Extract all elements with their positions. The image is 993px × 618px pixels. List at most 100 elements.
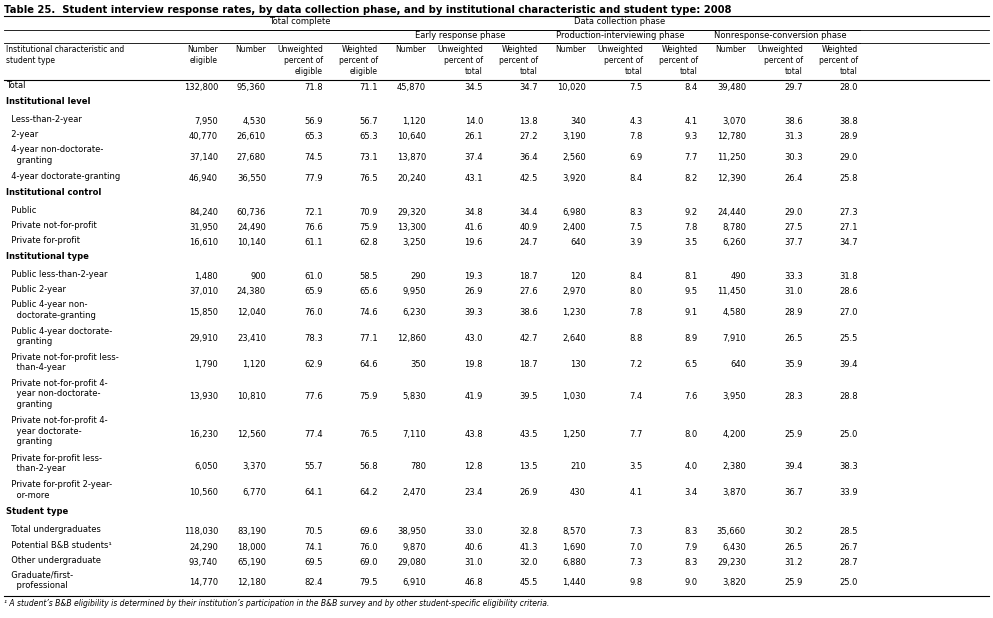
- Text: 43.1: 43.1: [465, 174, 483, 183]
- Text: 55.7: 55.7: [305, 462, 323, 470]
- Text: 27.2: 27.2: [519, 132, 538, 142]
- Text: 38,950: 38,950: [397, 528, 426, 536]
- Text: 38.8: 38.8: [839, 117, 858, 126]
- Text: 18.7: 18.7: [519, 360, 538, 370]
- Text: 29,230: 29,230: [717, 557, 746, 567]
- Text: 1,030: 1,030: [562, 392, 586, 401]
- Text: 32.8: 32.8: [519, 528, 538, 536]
- Text: 26.4: 26.4: [784, 174, 803, 183]
- Text: Production-interviewing phase: Production-interviewing phase: [556, 31, 684, 40]
- Text: 12,180: 12,180: [237, 578, 266, 587]
- Text: 130: 130: [570, 360, 586, 370]
- Text: 39.4: 39.4: [839, 360, 858, 370]
- Text: 35,660: 35,660: [717, 528, 746, 536]
- Text: 26.9: 26.9: [519, 488, 538, 497]
- Text: Unweighted
percent of
total: Unweighted percent of total: [757, 45, 803, 75]
- Text: 30.2: 30.2: [784, 528, 803, 536]
- Text: 45.5: 45.5: [519, 578, 538, 587]
- Text: 73.1: 73.1: [359, 153, 378, 162]
- Text: 25.0: 25.0: [840, 578, 858, 587]
- Text: 8.9: 8.9: [685, 334, 698, 343]
- Text: 8.8: 8.8: [630, 334, 643, 343]
- Text: Number: Number: [555, 45, 586, 54]
- Text: 76.5: 76.5: [359, 430, 378, 439]
- Text: 16,610: 16,610: [189, 238, 218, 247]
- Text: 74.1: 74.1: [305, 543, 323, 552]
- Text: 8.3: 8.3: [630, 208, 643, 217]
- Text: Nonresponse-conversion phase: Nonresponse-conversion phase: [714, 31, 846, 40]
- Text: 9.0: 9.0: [685, 578, 698, 587]
- Text: 4-year doctorate-granting: 4-year doctorate-granting: [6, 172, 120, 180]
- Text: 12,860: 12,860: [397, 334, 426, 343]
- Text: 30.3: 30.3: [784, 153, 803, 162]
- Text: 40.6: 40.6: [465, 543, 483, 552]
- Text: 7.7: 7.7: [630, 430, 643, 439]
- Text: 40,770: 40,770: [189, 132, 218, 142]
- Text: 39,480: 39,480: [717, 83, 746, 92]
- Text: 132,800: 132,800: [184, 83, 218, 92]
- Text: 60,736: 60,736: [236, 208, 266, 217]
- Text: 7.0: 7.0: [630, 543, 643, 552]
- Text: 27.6: 27.6: [519, 287, 538, 296]
- Text: 27.1: 27.1: [839, 223, 858, 232]
- Text: 3.4: 3.4: [685, 488, 698, 497]
- Text: 12,040: 12,040: [237, 308, 266, 317]
- Text: 18.7: 18.7: [519, 272, 538, 281]
- Text: Table 25.  Student interview response rates, by data collection phase, and by in: Table 25. Student interview response rat…: [4, 5, 732, 15]
- Text: 5,830: 5,830: [402, 392, 426, 401]
- Text: 61.0: 61.0: [305, 272, 323, 281]
- Text: 25.9: 25.9: [784, 578, 803, 587]
- Text: Number: Number: [715, 45, 746, 54]
- Text: 2-year: 2-year: [6, 130, 39, 139]
- Text: 95,360: 95,360: [237, 83, 266, 92]
- Text: 3.9: 3.9: [630, 238, 643, 247]
- Text: 28.0: 28.0: [839, 83, 858, 92]
- Text: 9.1: 9.1: [685, 308, 698, 317]
- Text: 77.6: 77.6: [304, 392, 323, 401]
- Text: 11,250: 11,250: [717, 153, 746, 162]
- Text: 13,870: 13,870: [397, 153, 426, 162]
- Text: 69.0: 69.0: [359, 557, 378, 567]
- Text: 43.0: 43.0: [465, 334, 483, 343]
- Text: 74.5: 74.5: [305, 153, 323, 162]
- Text: Private for-profit less-
    than-2-year: Private for-profit less- than-2-year: [6, 454, 102, 473]
- Text: Number
eligible: Number eligible: [188, 45, 218, 65]
- Text: 26,610: 26,610: [237, 132, 266, 142]
- Text: 10,560: 10,560: [189, 488, 218, 497]
- Text: 7.3: 7.3: [630, 557, 643, 567]
- Text: 6.9: 6.9: [630, 153, 643, 162]
- Text: 77.1: 77.1: [359, 334, 378, 343]
- Text: 7.8: 7.8: [630, 132, 643, 142]
- Text: 27.3: 27.3: [839, 208, 858, 217]
- Text: 65.9: 65.9: [305, 287, 323, 296]
- Text: 7.8: 7.8: [630, 308, 643, 317]
- Text: 4.3: 4.3: [630, 117, 643, 126]
- Text: 18,000: 18,000: [237, 543, 266, 552]
- Text: 74.6: 74.6: [359, 308, 378, 317]
- Text: 65.6: 65.6: [359, 287, 378, 296]
- Text: 27,680: 27,680: [236, 153, 266, 162]
- Text: Weighted
percent of
total: Weighted percent of total: [498, 45, 538, 75]
- Text: 290: 290: [410, 272, 426, 281]
- Text: 6,260: 6,260: [722, 238, 746, 247]
- Text: 23.4: 23.4: [465, 488, 483, 497]
- Text: 16,230: 16,230: [189, 430, 218, 439]
- Text: 70.5: 70.5: [305, 528, 323, 536]
- Text: 25.9: 25.9: [784, 430, 803, 439]
- Text: 46.8: 46.8: [465, 578, 483, 587]
- Text: 31.0: 31.0: [784, 287, 803, 296]
- Text: 43.8: 43.8: [465, 430, 483, 439]
- Text: 7.7: 7.7: [684, 153, 698, 162]
- Text: 34.8: 34.8: [465, 208, 483, 217]
- Text: 23,410: 23,410: [237, 334, 266, 343]
- Text: 2,470: 2,470: [402, 488, 426, 497]
- Text: 76.0: 76.0: [305, 308, 323, 317]
- Text: 38.6: 38.6: [519, 308, 538, 317]
- Text: 79.5: 79.5: [359, 578, 378, 587]
- Text: 6,880: 6,880: [562, 557, 586, 567]
- Text: 26.5: 26.5: [784, 543, 803, 552]
- Text: 13,930: 13,930: [189, 392, 218, 401]
- Text: 77.9: 77.9: [305, 174, 323, 183]
- Text: 490: 490: [730, 272, 746, 281]
- Text: 8.4: 8.4: [630, 174, 643, 183]
